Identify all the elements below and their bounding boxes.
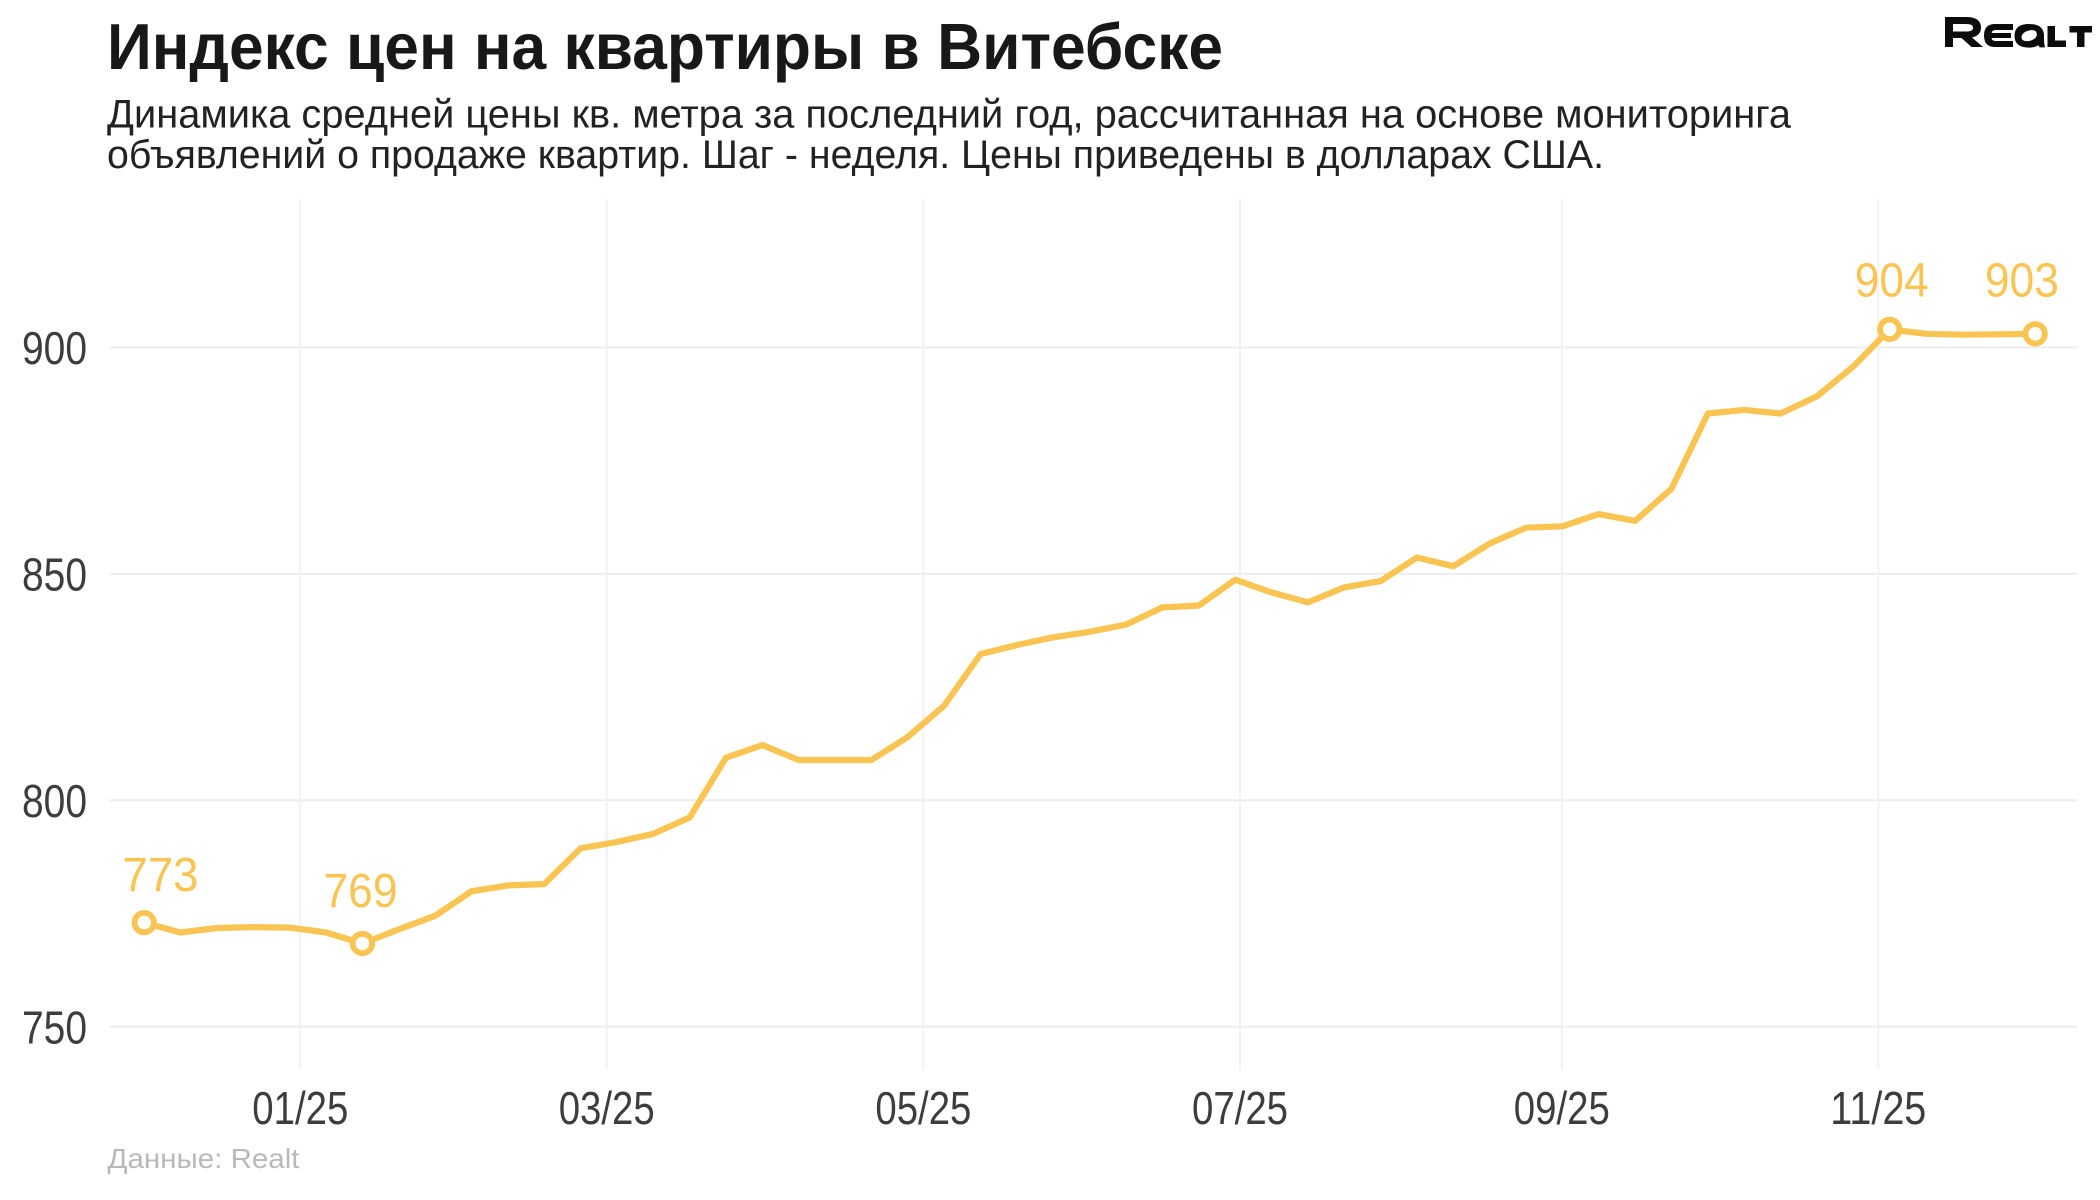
svg-text:09/25: 09/25	[1514, 1082, 1610, 1134]
svg-text:11/25: 11/25	[1830, 1082, 1926, 1134]
svg-text:07/25: 07/25	[1192, 1082, 1288, 1134]
svg-text:Динамика средней цены кв. метр: Динамика средней цены кв. метра за после…	[107, 92, 1792, 136]
svg-text:769: 769	[324, 865, 398, 918]
svg-text:800: 800	[22, 775, 87, 827]
svg-text:773: 773	[123, 849, 199, 902]
svg-text:900: 900	[22, 322, 87, 374]
svg-text:Индекс цен на квартиры в Витеб: Индекс цен на квартиры в Витебске	[107, 11, 1223, 83]
svg-text:01/25: 01/25	[252, 1082, 348, 1134]
svg-text:03/25: 03/25	[559, 1082, 655, 1134]
svg-text:Данные: Realt: Данные: Realt	[108, 1143, 300, 1174]
svg-text:850: 850	[22, 549, 87, 601]
svg-text:05/25: 05/25	[875, 1082, 971, 1134]
svg-text:объявлений о продаже квартир.: объявлений о продаже квартир. Шаг - неде…	[107, 133, 1604, 177]
svg-text:750: 750	[22, 1002, 87, 1054]
svg-text:904: 904	[1855, 254, 1929, 307]
svg-text:903: 903	[1985, 254, 2059, 307]
